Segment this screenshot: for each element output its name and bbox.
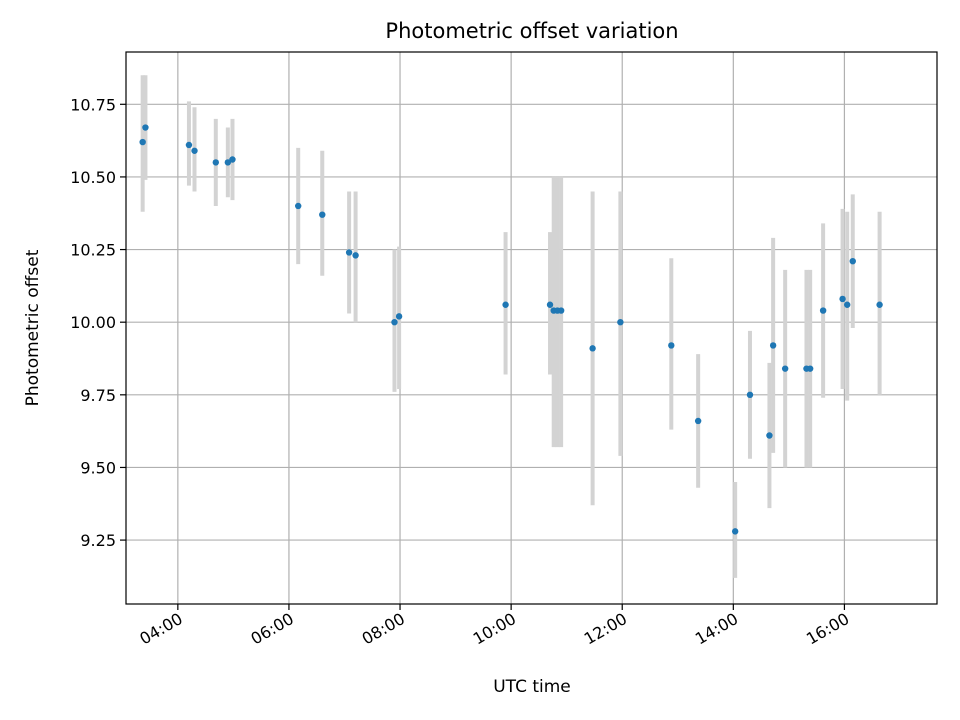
chart-title: Photometric offset variation — [385, 19, 678, 43]
data-point — [391, 318, 398, 326]
data-point — [806, 365, 814, 372]
data-point — [185, 141, 193, 149]
data-point — [345, 249, 353, 256]
y-tick-label: 10.50 — [70, 168, 116, 187]
data-point — [352, 252, 359, 259]
y-tick-label: 10.00 — [70, 313, 116, 332]
data-point — [781, 365, 789, 372]
y-tick-label: 10.25 — [70, 241, 116, 260]
data-point — [849, 257, 856, 265]
data-point — [589, 345, 596, 352]
data-point — [557, 307, 565, 314]
data-point — [395, 313, 403, 320]
data-point — [229, 156, 236, 163]
y-tick-label: 10.75 — [70, 95, 116, 114]
data-point — [766, 432, 773, 439]
data-point — [876, 301, 883, 308]
data-point — [502, 301, 509, 308]
data-point — [294, 202, 302, 210]
data-point — [212, 159, 220, 166]
data-point — [546, 301, 554, 308]
data-point — [617, 318, 624, 326]
y-axis-label: Photometric offset — [23, 249, 43, 406]
data-point — [142, 124, 149, 131]
x-axis-label: UTC time — [493, 677, 571, 697]
data-point — [694, 417, 702, 425]
y-axis: 9.25 9.50 9.75 10.00 10.25 10.50 10.75 — [70, 95, 126, 550]
data-point — [139, 138, 146, 146]
data-point — [731, 528, 739, 535]
data-point — [224, 159, 232, 166]
data-point — [819, 307, 827, 314]
data-point — [319, 211, 326, 218]
data-point — [746, 391, 754, 399]
y-tick-label: 9.75 — [80, 386, 116, 405]
data-point — [769, 342, 777, 349]
y-tick-label: 9.50 — [80, 458, 116, 477]
data-point — [668, 342, 675, 349]
data-point — [191, 147, 198, 154]
data-points — [139, 124, 883, 535]
y-tick-label: 9.25 — [80, 531, 116, 550]
data-point — [843, 301, 851, 308]
plot-frame — [125, 51, 938, 605]
data-point — [839, 295, 846, 303]
